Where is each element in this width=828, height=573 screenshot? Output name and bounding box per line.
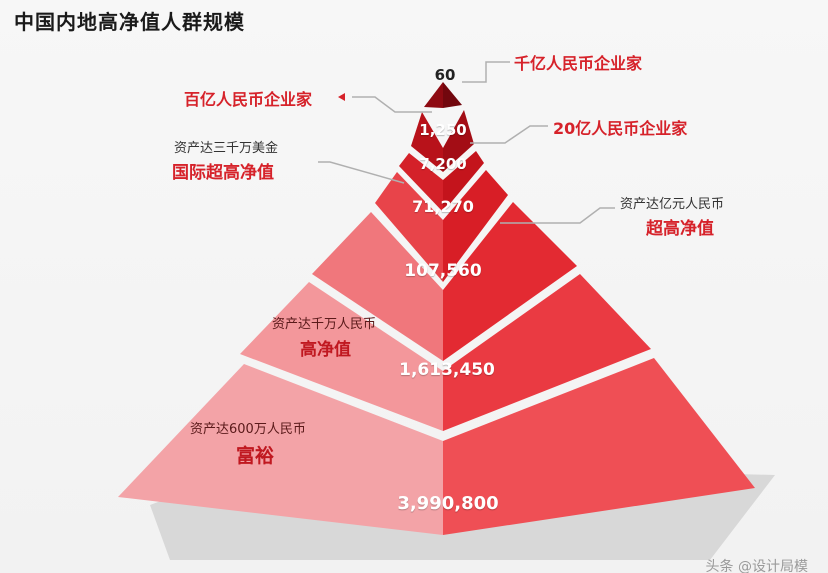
connector-ershiyi	[470, 125, 548, 144]
tier-1-left	[424, 82, 443, 108]
label-ershiyi: 20亿人民币企业家	[553, 119, 688, 138]
tier-value-5: 107,560	[404, 261, 482, 281]
label-wealthy-main: 富裕	[236, 445, 275, 467]
watermark: 头条 @设计局模	[705, 559, 808, 573]
tier-value-1: 60	[434, 66, 456, 84]
label-ultra-main: 超高净值	[646, 219, 714, 239]
tier-4-right	[443, 170, 508, 282]
page-title: 中国内地高净值人群规模	[14, 10, 245, 34]
tier-value-4: 71,270	[412, 197, 474, 216]
tier-value-7: 3,990,800	[397, 493, 499, 514]
label-high-sub: 资产达千万人民币	[272, 317, 377, 332]
tier-7-left	[118, 364, 443, 535]
label-intl-sub: 资产达三千万美金	[174, 141, 279, 156]
tier-6-left	[240, 282, 443, 431]
connector-baiyi	[352, 96, 432, 113]
arrow-icon	[338, 93, 345, 101]
connector-ultra	[500, 207, 615, 224]
tier-6-right	[443, 274, 651, 431]
label-ultra-sub: 资产达亿元人民币	[620, 197, 725, 212]
tier-3-right	[443, 151, 484, 212]
tier-2-right	[443, 110, 474, 172]
tier-5-right	[443, 202, 577, 361]
label-qianyi: 千亿人民币企业家	[514, 54, 643, 73]
tier-5-left	[312, 212, 443, 361]
label-intl-main: 国际超高净值	[172, 163, 274, 183]
tier-3-left	[399, 153, 443, 212]
tier-value-3: 7,200	[419, 155, 467, 173]
tier-4-left	[375, 172, 443, 282]
tier-1-right	[443, 82, 462, 108]
label-wealthy-sub: 资产达600万人民币	[190, 422, 306, 437]
tier-value-2: 1,250	[419, 121, 467, 139]
label-baiyi: 百亿人民币企业家	[184, 90, 313, 109]
label-high-main: 高净值	[300, 340, 351, 360]
tier-2-left	[411, 112, 443, 172]
connector-intl	[318, 161, 405, 184]
tier-value-6: 1,613,450	[399, 360, 495, 380]
tier-7-right	[443, 358, 755, 535]
connector-qianyi	[462, 61, 510, 83]
